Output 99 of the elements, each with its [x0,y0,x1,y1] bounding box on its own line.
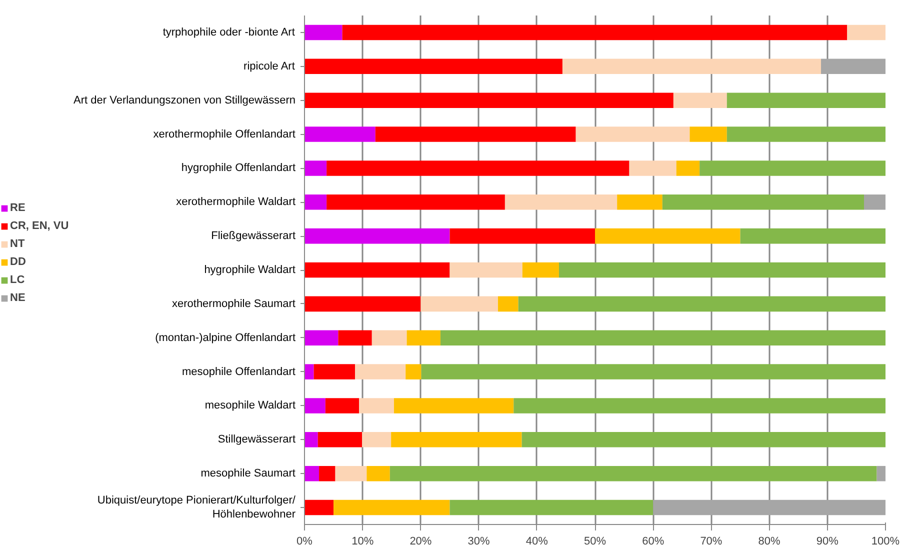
bar [653,500,886,516]
y-tick-label: hygrophile Offenlandart [181,162,296,174]
bar [338,330,372,346]
bar [726,126,886,142]
bar [562,58,822,74]
y-tick-label: mesophile Waldart [204,400,296,412]
bar [304,398,326,414]
bar [391,432,522,448]
y-tick-label: Fließgewässerart [211,230,296,242]
bar [304,330,338,346]
bar [362,432,392,448]
legend-label: NT [10,238,26,250]
bar [522,262,559,278]
bar [522,432,886,448]
bar [440,330,886,346]
legend-label: CR, EN, VU [10,220,69,232]
bar [304,58,562,74]
bar [390,466,877,482]
bar [576,126,690,142]
y-tick-label: mesophile Saumart [200,468,296,480]
bar [359,398,394,414]
y-tick-label: tyrphophile oder -bionte Art [162,26,295,38]
x-tick-label: 40% [526,536,548,548]
bar [394,398,514,414]
x-tick-label: 80% [758,536,781,548]
bar [318,432,362,448]
bar [617,194,662,210]
bar [304,466,320,482]
bar [335,466,367,482]
bar [673,92,727,108]
bar [676,160,700,176]
y-tick-label: Stillgewässerart [218,434,296,446]
bar [375,126,576,142]
bar [700,160,886,176]
bar [325,398,360,414]
bar [726,92,886,108]
bar [304,500,334,516]
bar [304,126,376,142]
bar [558,262,886,278]
bar [326,160,630,176]
bar [355,364,406,380]
legend-label: NE [10,292,26,304]
bar [629,160,676,176]
bar [876,466,886,482]
x-tick-label: 20% [410,536,432,548]
bar [450,500,654,516]
x-tick-label: 10% [352,536,374,548]
bar [406,364,422,380]
bar [864,194,886,210]
x-tick-label: 50% [584,536,606,548]
bar [406,330,440,346]
bar [304,228,450,244]
bar [304,24,342,40]
bar [740,228,886,244]
y-tick-label: ripicole Art [244,60,295,72]
y-tick-label: xerothermophile Waldart [176,196,296,208]
x-tick-label: 60% [642,536,664,548]
bar [319,466,336,482]
y-tick-label: Ubiquist/eurytope Pionierart/Kulturfolger/ Höhlenbewohner [97,494,296,521]
bar [304,432,318,448]
bar [304,296,421,312]
bar [304,364,314,380]
y-tick-label: xerothermophile Offenlandart [153,128,296,140]
bar [304,160,327,176]
bar [304,262,450,278]
bar [326,194,505,210]
y-tick-label: hygrophile Waldart [204,264,296,276]
y-tick-label: xerothermophile Saumart [172,298,296,310]
bar [421,364,886,380]
x-tick-label: 100% [871,536,900,548]
bar [595,228,740,244]
bar [821,58,886,74]
y-tick-label: (montan-)alpine Offenlandart [155,332,296,344]
x-tick-label: 0% [296,536,313,548]
bar [342,24,848,40]
bar [847,24,886,40]
bar [450,262,522,278]
bar [304,194,327,210]
x-tick-label: 70% [700,536,722,548]
bar [518,296,886,312]
bar [514,398,886,414]
bar [314,364,356,380]
bar [498,296,518,312]
bar [504,194,618,210]
bar [690,126,727,142]
bar [366,466,390,482]
y-tick-label: mesophile Offenlandart [182,366,296,378]
x-tick-label: 30% [468,536,490,548]
y-tick-label: Art der Verlandungszonen von Stillgewässern [74,94,296,106]
x-tick-label: 90% [816,536,839,548]
bar [334,500,450,516]
legend-label: RE [10,202,26,214]
bar [304,92,674,108]
legend-label: LC [10,274,26,286]
bar [450,228,595,244]
bar [372,330,407,346]
legend-label: DD [10,256,27,268]
bar [420,296,498,312]
bar [662,194,864,210]
